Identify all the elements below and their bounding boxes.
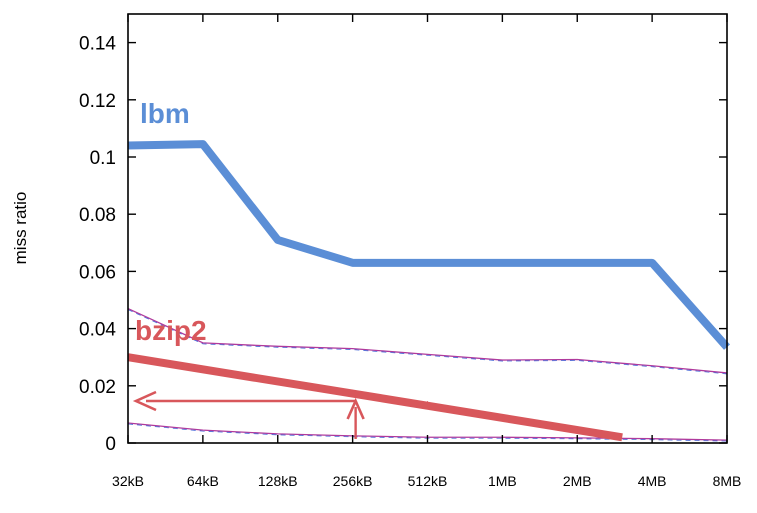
- x-tick-label: 32kB: [112, 473, 144, 489]
- x-tick-label: 512kB: [408, 473, 448, 489]
- y-tick-label: 0.06: [79, 262, 116, 283]
- data-point-lbm: [651, 262, 653, 264]
- data-point-bzip2: [576, 428, 578, 430]
- y-axis-label: miss ratio: [11, 192, 30, 265]
- data-point-bzip2: [277, 378, 279, 380]
- data-point-bzip2: [501, 415, 503, 417]
- data-point-lbm: [576, 262, 578, 264]
- data-point-lbm: [352, 262, 354, 264]
- data-point-lbm: [202, 143, 204, 145]
- data-point-lbm: [277, 239, 279, 241]
- x-axis-ticks: 32kB 64kB 128kB 256kB 512kB 1MB 2MB 4MB 8MB: [112, 14, 741, 489]
- series-label-lbm: lbm: [140, 98, 190, 129]
- y-tick-label: 0.12: [79, 91, 116, 112]
- series-line-bzip2: [127, 353, 623, 442]
- y-tick-label: 0.04: [79, 320, 116, 341]
- annotation-arrows: [132, 390, 365, 439]
- y-tick-label: 0.08: [79, 205, 116, 226]
- series-label-bzip2: bzip2: [135, 315, 207, 346]
- bound-line-dash: [127, 309, 728, 375]
- x-tick-label: 2MB: [563, 473, 592, 489]
- arrow-up-head: [346, 397, 365, 420]
- arrow-left-head: [132, 390, 157, 412]
- x-tick-label: 128kB: [258, 473, 298, 489]
- x-tick-label: 8MB: [713, 473, 742, 489]
- data-point-lbm: [501, 262, 503, 264]
- series-line-lbm: [127, 140, 730, 350]
- y-tick-label: 0.1: [90, 148, 116, 169]
- x-tick-label: 4MB: [638, 473, 667, 489]
- y-tick-label: 0.02: [79, 377, 116, 398]
- data-point-bzip2: [427, 401, 428, 403]
- bound-line-upper: [127, 307, 728, 374]
- data-point-lbm: [427, 262, 428, 264]
- x-tick-label: 1MB: [488, 473, 517, 489]
- y-axis-ticks: 0 0.02 0.04 0.06 0.08 0.1 0.12 0.14: [79, 34, 727, 455]
- x-tick-label: 256kB: [333, 473, 373, 489]
- x-tick-label: 64kB: [187, 473, 219, 489]
- plot-frame: [127, 13, 728, 444]
- series-lines: [127, 140, 730, 442]
- data-point-bzip2: [352, 389, 354, 391]
- y-tick-label: 0: [105, 434, 116, 455]
- y-tick-label: 0.14: [79, 34, 116, 55]
- data-point-bzip2: [202, 367, 204, 369]
